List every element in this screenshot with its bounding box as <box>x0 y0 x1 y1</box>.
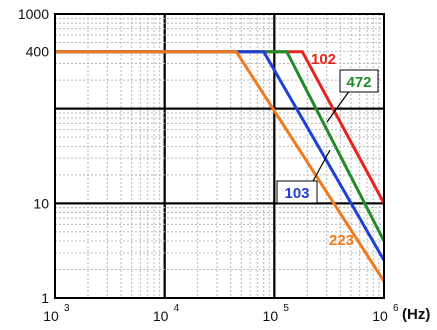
series-line-102 <box>55 50 386 205</box>
series-line-103 <box>55 50 386 262</box>
label-box-103 <box>276 180 318 204</box>
x-tick-label: 10 <box>263 308 279 324</box>
leader-line-103 <box>311 149 331 184</box>
label-box-472 <box>339 69 379 93</box>
series-lines <box>55 50 386 283</box>
x-tick-exponent: 3 <box>64 303 70 314</box>
series-label-472: 472 <box>346 74 371 91</box>
leader-line-472 <box>326 89 351 123</box>
y-tick-label: 10 <box>33 195 49 211</box>
series-label-223: 223 <box>329 232 354 249</box>
series-line-223 <box>55 50 386 283</box>
x-tick-label: 10 <box>153 308 169 324</box>
y-tick-label: 1 <box>41 290 49 306</box>
x-tick-exponent: 5 <box>283 303 289 314</box>
y-tick-label: 400 <box>26 44 50 60</box>
y-tick-label: 1000 <box>18 6 49 22</box>
x-tick-exponent: 6 <box>393 303 399 314</box>
x-tick-label: 10 <box>372 308 388 324</box>
plot-frame <box>54 13 385 299</box>
x-tick-exponent: 4 <box>174 303 180 314</box>
series-label-103: 103 <box>284 185 309 202</box>
series-labels: 102 472 103 223 <box>276 51 379 249</box>
series-label-102: 102 <box>311 51 336 68</box>
x-tick-label: 10 <box>43 308 59 324</box>
x-unit-label: (Hz) <box>402 306 430 323</box>
